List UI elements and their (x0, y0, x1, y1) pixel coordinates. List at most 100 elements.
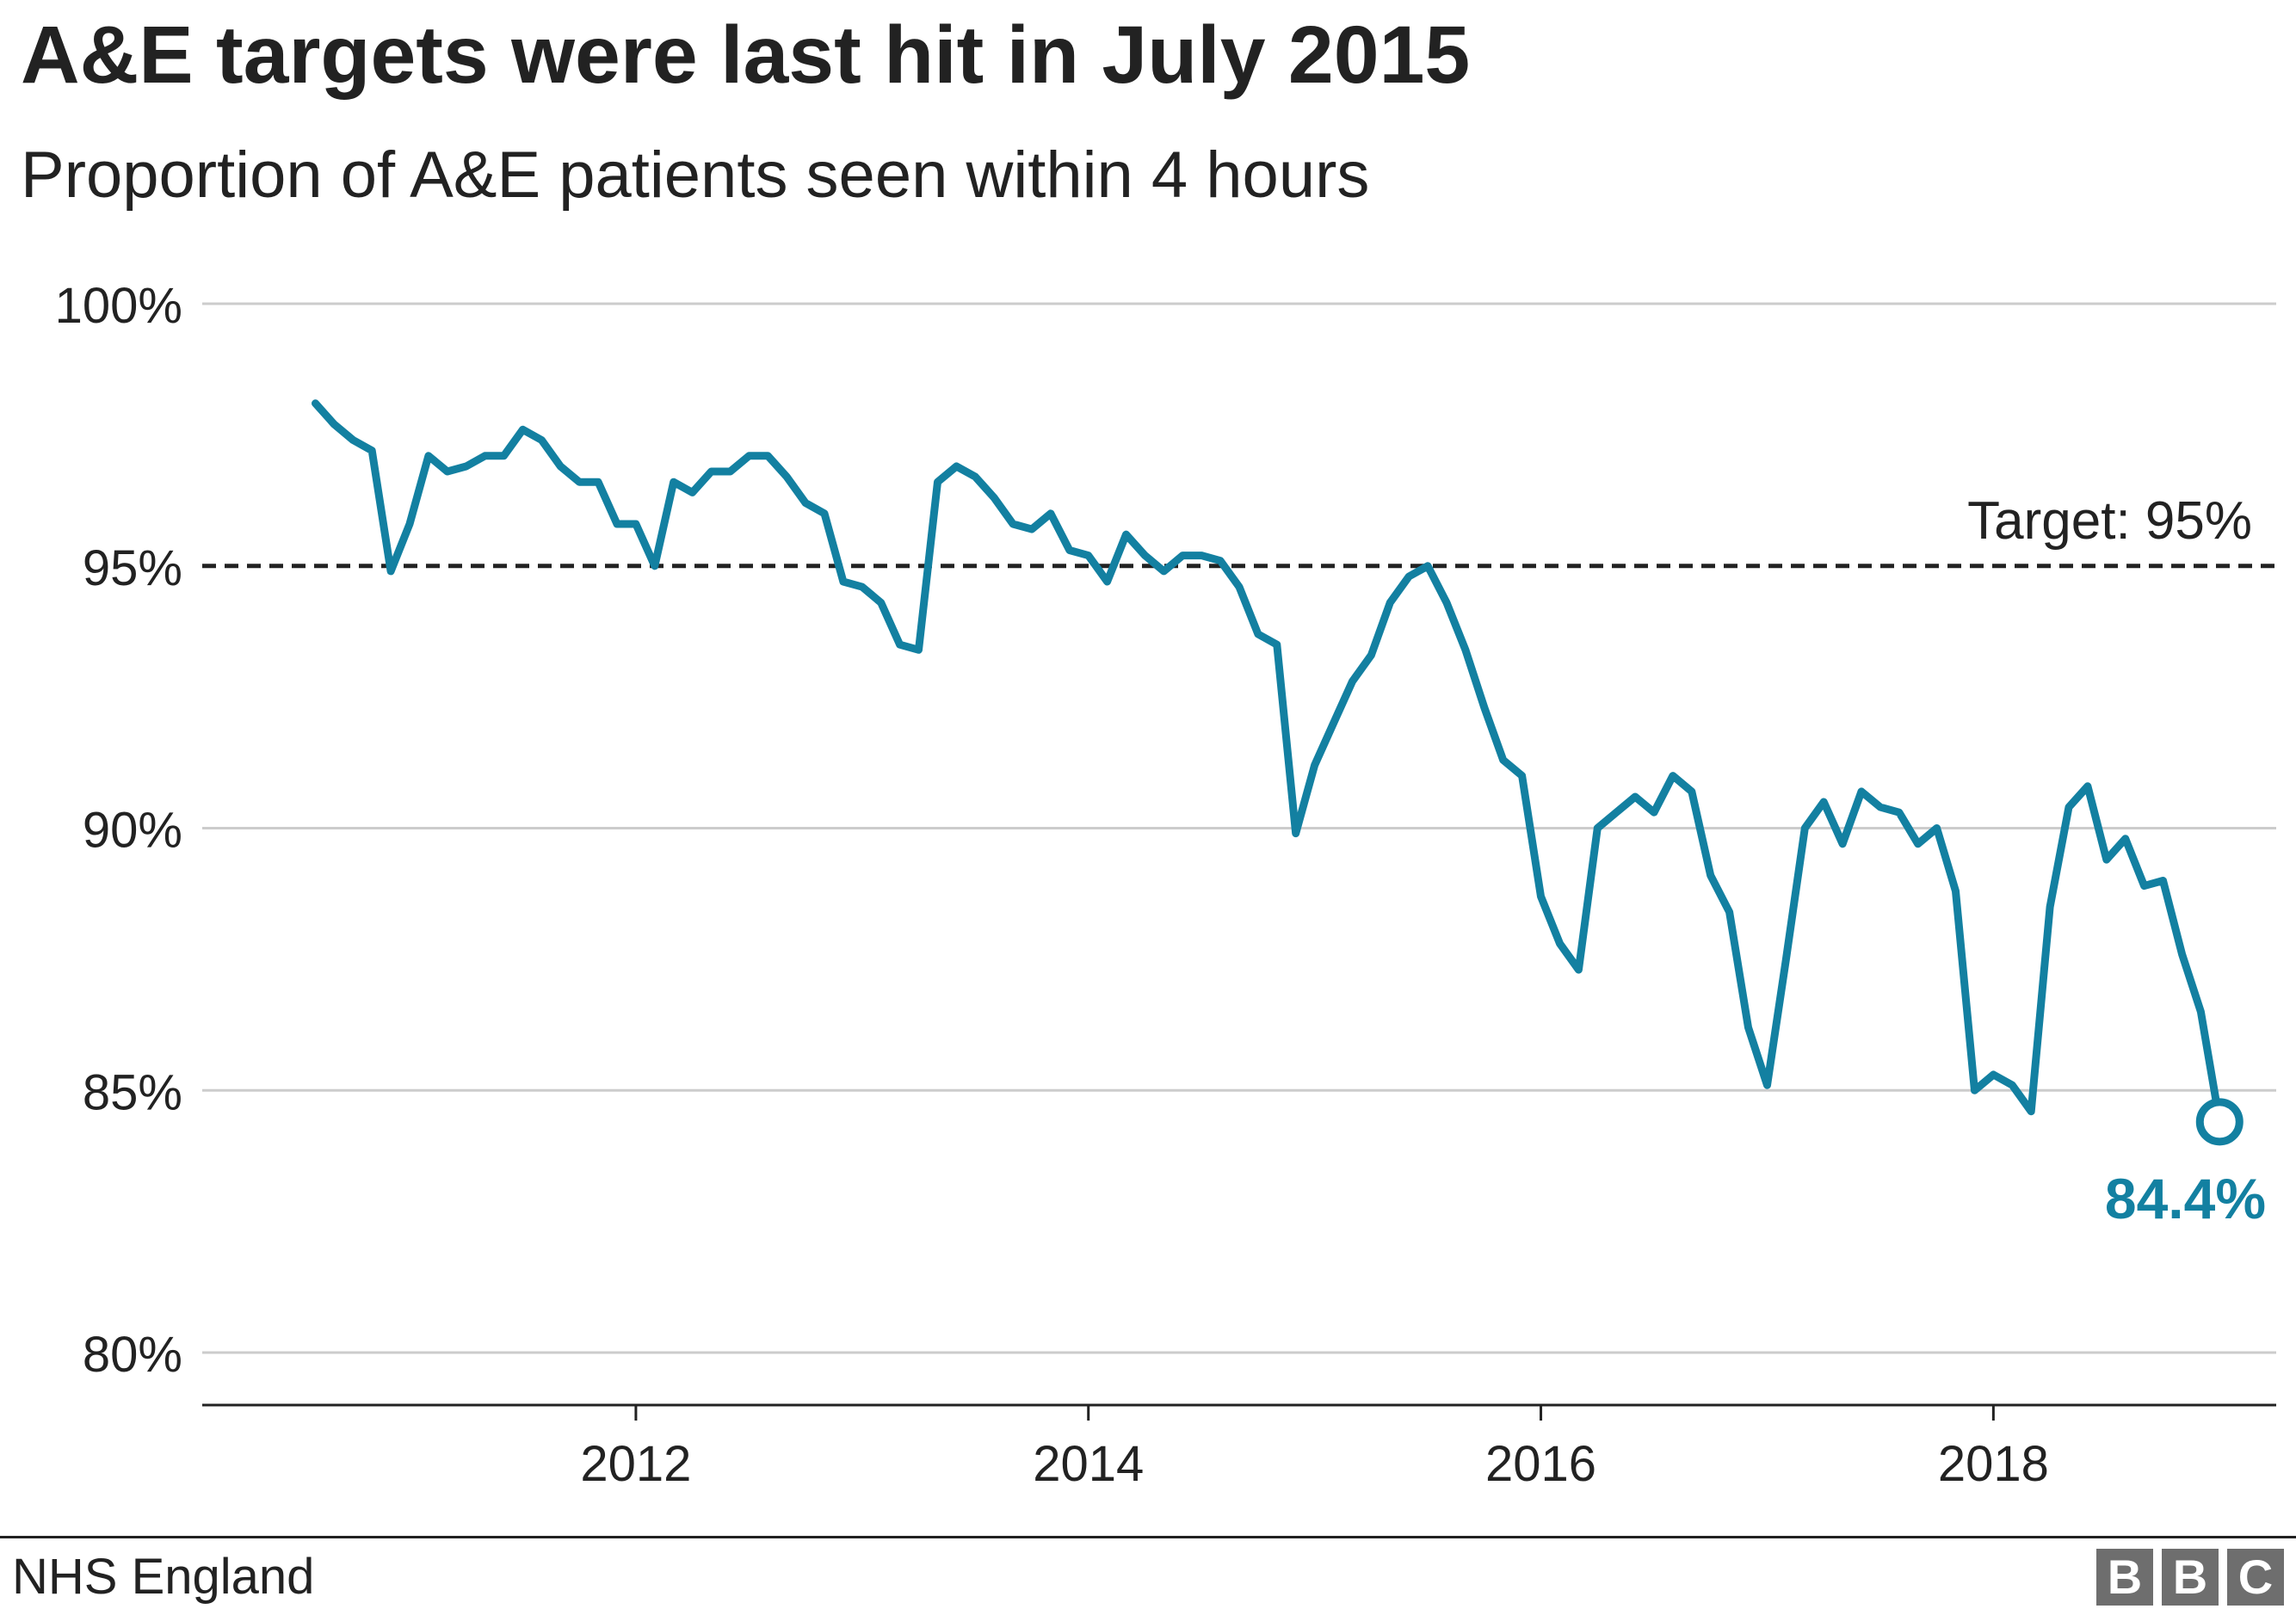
data-point (1970, 1086, 1978, 1094)
data-point (481, 452, 490, 460)
data-point (651, 562, 659, 570)
data-point (424, 452, 433, 460)
data-point (1857, 787, 1866, 796)
data-point (1499, 755, 1508, 764)
x-axis-tick-labels: 2012 2014 2016 2018 (580, 1405, 2049, 1492)
footer-divider (0, 1536, 2296, 1538)
data-point (820, 509, 829, 518)
data-point (1952, 887, 1960, 896)
data-point (330, 420, 338, 428)
data-point (2027, 1107, 2035, 1116)
chart-subtitle: Proportion of A&E patients seen within 4… (21, 139, 1370, 212)
data-point (725, 467, 734, 476)
data-point (2159, 876, 2168, 885)
data-point (971, 472, 979, 481)
logo-block-b2: B (2162, 1549, 2219, 1606)
logo-block-c: C (2227, 1549, 2284, 1606)
data-point (1273, 640, 1281, 649)
data-point (952, 462, 960, 471)
data-point (349, 435, 357, 444)
data-point (1046, 509, 1055, 518)
data-point (1254, 630, 1262, 638)
data-point (1518, 772, 1527, 780)
chart-title: A&E targets were last hit in July 2015 (21, 9, 1471, 101)
x-tick-label: 2018 (1938, 1436, 2049, 1492)
data-point (594, 478, 602, 486)
gridlines (202, 302, 2276, 1354)
y-tick-label: 85% (83, 1064, 182, 1120)
series-line (312, 399, 2224, 1126)
data-point (707, 467, 716, 476)
data-point (1914, 840, 1923, 848)
data-point (500, 452, 509, 460)
x-tick-label: 2016 (1485, 1436, 1596, 1492)
target-label: Target: 95% (1967, 491, 2252, 551)
data-point (1537, 892, 1546, 901)
data-point (1348, 677, 1356, 686)
end-value-label: 84.4% (2105, 1167, 2266, 1230)
data-point (537, 435, 546, 444)
data-point (556, 462, 565, 471)
data-point (1084, 552, 1093, 560)
data-point (763, 452, 772, 460)
data-point (1480, 703, 1489, 712)
data-point (1707, 871, 1715, 879)
data-point (1612, 808, 1620, 817)
data-point (801, 499, 810, 508)
data-point (1838, 840, 1847, 848)
data-point (2140, 882, 2149, 891)
data-point (443, 467, 452, 476)
data-point (1442, 598, 1451, 607)
data-point (367, 447, 376, 455)
x-tick-label: 2012 (580, 1436, 691, 1492)
data-point (1461, 645, 1470, 654)
data-point (1650, 808, 1658, 817)
data-point (613, 520, 621, 528)
data-point (518, 425, 527, 434)
data-point (1762, 1081, 1771, 1089)
series-points (311, 399, 2224, 1126)
data-point (688, 488, 697, 496)
data-point (1895, 808, 1904, 817)
data-point (2196, 1008, 2205, 1016)
data-point (1292, 829, 1300, 838)
data-point (1555, 940, 1564, 948)
data-point (2102, 855, 2111, 864)
data-point (1819, 798, 1828, 806)
data-point (2046, 903, 2054, 911)
data-point (1631, 792, 1639, 801)
data-point (1574, 965, 1583, 974)
bbc-logo: B B C (2096, 1549, 2284, 1606)
line-chart: 80% 85% 90% 95% 100% 2012 2014 2016 2018 Target… (55, 278, 2276, 1492)
data-point (1028, 525, 1036, 533)
data-point (839, 577, 848, 586)
data-point (896, 640, 904, 649)
end-point-marker (2195, 1098, 2244, 1146)
data-point (405, 520, 414, 528)
data-point (1367, 650, 1375, 659)
data-point (1140, 552, 1149, 560)
data-point (2083, 782, 2092, 791)
data-point (1235, 583, 1244, 591)
data-point (1781, 955, 1790, 964)
data-point (2008, 1081, 2016, 1089)
data-point (1178, 552, 1187, 560)
y-tick-label: 80% (83, 1327, 182, 1383)
data-point (2065, 803, 2073, 811)
data-point (1103, 577, 1112, 586)
data-point (1216, 557, 1225, 565)
data-point (858, 583, 867, 591)
data-point (2121, 835, 2130, 843)
data-point (1933, 824, 1941, 833)
data-point (1122, 530, 1131, 539)
data-point (311, 399, 319, 408)
data-point (670, 478, 678, 486)
logo-block-b1: B (2096, 1549, 2153, 1606)
data-point (1065, 546, 1074, 554)
data-point (990, 494, 998, 502)
data-point (933, 478, 941, 486)
data-point (744, 452, 753, 460)
data-point (1744, 1023, 1753, 1032)
data-point (1404, 572, 1413, 581)
data-point (1876, 803, 1885, 811)
